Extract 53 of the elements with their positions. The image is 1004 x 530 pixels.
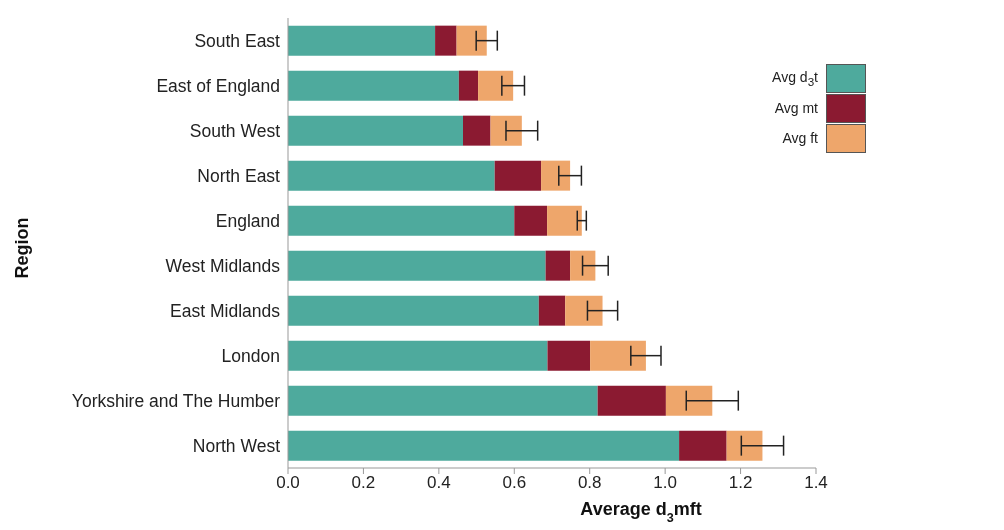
- bar: [288, 115, 463, 146]
- x-tick-label: 0.8: [577, 473, 602, 493]
- legend-label: Avg d$_{3}$t: [772, 68, 818, 88]
- x-tick-label: 1.0: [653, 473, 677, 493]
- bar: [541, 160, 571, 191]
- bar: [679, 430, 727, 461]
- bar: [665, 385, 713, 416]
- bar: [514, 205, 548, 236]
- x-axis-title: Average d$_{3}$mft: [580, 499, 702, 525]
- y-tick-label: South East: [194, 30, 281, 51]
- bar: [490, 115, 522, 146]
- bar: [494, 160, 542, 191]
- bar: [565, 295, 603, 326]
- y-tick-label: West Midlands: [165, 255, 281, 276]
- bar: [547, 340, 591, 371]
- bar: [726, 430, 763, 461]
- bar: [570, 250, 596, 281]
- y-tick-label: England: [215, 210, 280, 231]
- bar: [288, 25, 436, 56]
- y-tick-label: East of England: [156, 75, 280, 96]
- bar: [478, 70, 514, 101]
- x-tick-label: 0.0: [276, 473, 300, 493]
- bar: [590, 340, 646, 371]
- y-tick-label: North West: [192, 435, 281, 456]
- legend-label: Avg mt: [774, 100, 818, 116]
- bar: [456, 25, 487, 56]
- bar: [288, 430, 680, 461]
- y-tick-label: London: [221, 345, 280, 366]
- bar: [288, 205, 515, 236]
- bar: [288, 295, 539, 326]
- legend-label: Avg ft: [782, 130, 818, 146]
- bar: [288, 160, 495, 191]
- bar: [288, 70, 459, 101]
- y-tick-label: East Midlands: [170, 300, 281, 321]
- bar: [288, 385, 598, 416]
- bar: [288, 340, 548, 371]
- x-tick-label: 0.2: [351, 473, 376, 493]
- bar: [538, 295, 566, 326]
- y-axis-title: Region: [12, 217, 32, 279]
- y-tick-label: North East: [197, 165, 281, 186]
- bar: [435, 25, 457, 56]
- y-tick-label: Yorkshire and The Humber: [71, 390, 281, 411]
- bar: [288, 250, 546, 281]
- bar: [597, 385, 666, 416]
- bar: [547, 205, 582, 236]
- bar: [545, 250, 571, 281]
- x-tick-label: 1.4: [804, 473, 828, 493]
- y-tick-label: South West: [189, 120, 281, 141]
- x-tick-label: 0.4: [427, 473, 451, 493]
- bar: [458, 70, 479, 101]
- x-tick-label: 1.2: [728, 473, 753, 493]
- x-tick-label: 0.6: [502, 473, 527, 493]
- bar: [462, 115, 491, 146]
